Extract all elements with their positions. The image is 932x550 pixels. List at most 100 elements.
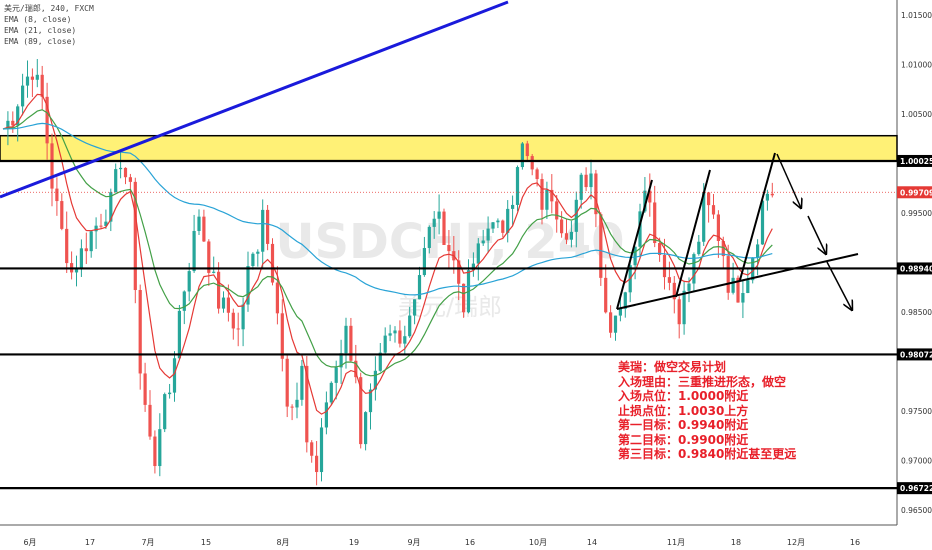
- candle-body: [721, 241, 725, 257]
- candle-body: [197, 216, 201, 231]
- candle-body: [89, 231, 93, 252]
- candle-body: [408, 315, 412, 337]
- annotation-line: 第一目标：0.9940附近: [618, 418, 749, 432]
- candle-body: [677, 299, 681, 325]
- annotation-line: 止损点位：1.0030上方: [618, 403, 749, 418]
- projection-arrow: [807, 215, 826, 254]
- candle-body: [447, 244, 451, 252]
- candle-body: [133, 181, 137, 291]
- x-tick-label: 15: [201, 538, 211, 547]
- y-tick-label: 1.01000: [901, 60, 932, 69]
- candle-body: [256, 251, 260, 254]
- candle-body: [569, 231, 573, 240]
- candle-body: [687, 283, 691, 291]
- pattern-line: [616, 179, 653, 310]
- candle-body: [662, 254, 667, 278]
- candle-body: [417, 275, 422, 300]
- candle-body: [697, 241, 701, 255]
- candle-body: [530, 156, 534, 170]
- price-label-text: 1.00025: [900, 157, 932, 166]
- candle-body: [261, 209, 265, 252]
- candle-body: [413, 299, 417, 316]
- candle-body: [481, 240, 485, 244]
- candle-body: [442, 211, 446, 245]
- candle-body: [349, 325, 353, 361]
- price-label-box: [897, 154, 932, 167]
- candle-body: [613, 315, 618, 333]
- candle-body: [11, 120, 15, 126]
- candle-body: [667, 277, 671, 283]
- candle-body: [731, 277, 735, 293]
- price-label-text: 0.98072: [900, 350, 932, 359]
- price-label-box: [897, 262, 932, 275]
- candle-body: [378, 352, 382, 371]
- candle-body: [486, 228, 490, 241]
- candle-body: [143, 373, 147, 405]
- x-tick-label: 12月: [787, 538, 805, 547]
- ema-8-line: [2, 93, 773, 415]
- price-label-box: [897, 186, 932, 199]
- candle-body: [373, 370, 377, 390]
- candle-body: [324, 402, 328, 428]
- x-tick-label: 16: [465, 538, 475, 547]
- candle-body: [623, 292, 627, 309]
- candle-body: [594, 173, 598, 215]
- candle-body: [99, 225, 103, 227]
- candle-body: [21, 85, 25, 107]
- watermark-symbol: USDCHF, 240: [275, 214, 624, 270]
- candle-body: [643, 190, 647, 212]
- candle-body: [25, 76, 30, 86]
- candle-body: [344, 325, 348, 354]
- x-tick-label: 14: [587, 538, 597, 547]
- x-tick-label: 7月: [141, 538, 154, 547]
- candle-body: [177, 310, 181, 359]
- y-tick-label: 0.97000: [901, 457, 932, 466]
- candle-body: [236, 328, 240, 330]
- candle-body: [364, 412, 368, 445]
- candle-body: [226, 297, 230, 313]
- candle-body: [270, 243, 275, 283]
- candle-body: [84, 248, 88, 252]
- candle-body: [511, 204, 515, 209]
- candle-body: [354, 360, 358, 378]
- candle-body: [427, 226, 431, 248]
- legend-title: 美元/瑞郎, 240, FXCM: [4, 4, 94, 13]
- y-tick-label: 0.97500: [901, 407, 932, 416]
- candle-body: [545, 189, 549, 210]
- candle-body: [633, 246, 637, 266]
- candle-body: [50, 143, 54, 189]
- candle-body: [315, 455, 319, 473]
- candle-body: [119, 167, 123, 170]
- candle-body: [329, 382, 333, 403]
- x-tick-label: 19: [349, 538, 359, 547]
- candle-body: [295, 399, 299, 408]
- candle-body: [30, 76, 34, 80]
- x-tick-label: 6月: [23, 538, 36, 547]
- candle-body: [182, 291, 186, 311]
- candle-body: [163, 394, 167, 430]
- candle-body: [334, 367, 338, 383]
- candle-body: [555, 201, 559, 220]
- candle-body: [437, 211, 441, 219]
- candle-body: [422, 247, 426, 276]
- candle-body: [79, 248, 83, 270]
- candle-body: [285, 358, 289, 407]
- candle-body: [104, 221, 108, 226]
- candle-body: [579, 174, 583, 200]
- candle-body: [6, 120, 10, 130]
- candle-body: [241, 304, 245, 330]
- price-label-box: [897, 482, 932, 495]
- x-tick-label: 11月: [667, 538, 685, 547]
- candle-body: [574, 199, 578, 232]
- candle-body: [305, 365, 309, 443]
- x-tick-label: 10月: [529, 538, 547, 547]
- price-label-text: 0.99709: [900, 188, 932, 197]
- candle-body: [584, 174, 588, 188]
- annotation-line: 入场理由：三重推进形态，做空: [618, 374, 787, 389]
- candle-body: [535, 169, 539, 180]
- candle-body: [707, 192, 711, 206]
- chart-legend: 美元/瑞郎, 240, FXCM EMA (8, close) EMA (21,…: [4, 3, 94, 47]
- candle-body: [168, 392, 172, 395]
- candle-body: [702, 192, 706, 242]
- candle-body: [138, 290, 142, 374]
